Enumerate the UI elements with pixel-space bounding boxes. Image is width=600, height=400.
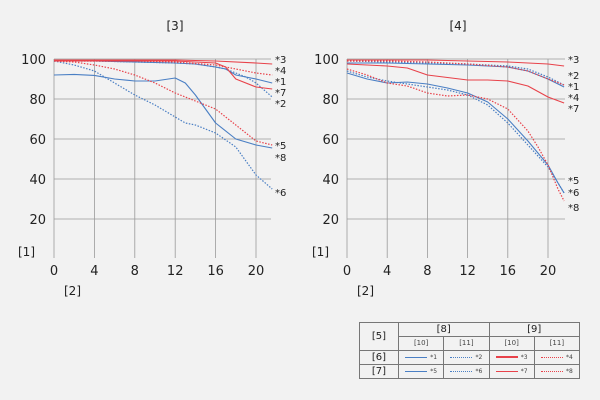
series-line-s2 (346, 60, 565, 86)
series-line-s3 (54, 59, 273, 65)
series-line-s1 (347, 62, 565, 88)
series-end-label: *2 (275, 99, 286, 110)
legend-swatch (405, 370, 428, 372)
x-tick-label: 16 (500, 264, 517, 279)
legend-cell: *4 (533, 350, 581, 365)
series-line-s7 (346, 63, 565, 104)
y-axis-label: [1] (312, 245, 329, 259)
x-tick-label: 20 (248, 264, 265, 279)
legend-row2-label: [7] (359, 364, 399, 379)
y-axis-label: [1] (18, 245, 35, 259)
series-line-s7 (54, 60, 273, 90)
x-tick-label: 8 (423, 264, 431, 279)
legend-cell-label: *8 (565, 367, 573, 375)
series-end-label: *7 (275, 88, 286, 99)
legend-cell: *2 (443, 350, 490, 365)
series-end-label: *2 (568, 71, 579, 82)
y-tick-label: 100 (314, 53, 339, 68)
legend-cell-label: *5 (430, 367, 438, 375)
legend-swatch (540, 370, 563, 372)
legend-cell-label: *1 (430, 353, 438, 361)
legend-sub-b2: [11] (533, 336, 581, 351)
series-line-s8 (53, 60, 273, 146)
legend-cell-label: *3 (520, 353, 528, 361)
series-end-label: *4 (568, 93, 579, 104)
y-tick-label: 60 (322, 133, 339, 148)
series-end-label: *5 (275, 141, 286, 152)
legend-swatch (405, 356, 428, 358)
y-tick-label: 40 (29, 173, 46, 188)
x-tick-label: 12 (167, 264, 184, 279)
legend-group-a: [8] (398, 322, 490, 337)
x-tick-label: 0 (50, 264, 58, 279)
legend-swatch (450, 356, 473, 358)
series-end-label: *6 (275, 188, 286, 199)
legend-cell: *6 (443, 364, 490, 379)
series-line-s2 (54, 60, 273, 98)
legend-cell-label: *6 (475, 367, 483, 375)
y-tick-label: 20 (29, 213, 46, 228)
x-tick-label: 12 (459, 264, 476, 279)
y-tick-label: 100 (21, 53, 46, 68)
series-end-label: *1 (275, 77, 286, 88)
y-tick-label: 60 (29, 133, 46, 148)
legend-swatch (495, 370, 518, 372)
x-axis-label: [2] (357, 284, 374, 298)
legend-table: [5] [8] [9] [10] [11] [10] [11] [6] *1 *… (359, 322, 581, 379)
legend-swatch (495, 356, 518, 358)
x-tick-label: 4 (90, 264, 98, 279)
legend-swatch (540, 356, 563, 358)
series-end-label: *7 (568, 104, 579, 115)
series-line-s3 (347, 59, 565, 67)
series-line-s8 (346, 68, 565, 202)
series-line-s6 (346, 70, 565, 194)
chart-title: [3] (167, 19, 184, 33)
y-tick-label: 80 (29, 93, 46, 108)
legend-cell: *3 (488, 350, 535, 365)
series-end-label: *8 (275, 153, 286, 164)
x-tick-label: 16 (207, 264, 224, 279)
series-line-s4 (347, 60, 565, 86)
series-end-label: *5 (568, 176, 579, 187)
series-end-label: *1 (568, 82, 579, 93)
legend-swatch (450, 370, 473, 372)
series-end-label: *4 (275, 66, 286, 77)
legend-cell: *7 (488, 364, 535, 379)
legend-sub-a2: [11] (443, 336, 490, 351)
legend-cell: *5 (397, 364, 445, 379)
series-line-s5 (346, 72, 565, 194)
series-end-label: *3 (275, 55, 286, 66)
legend-row1-label: [6] (359, 350, 399, 365)
chart-title: [4] (450, 19, 467, 33)
y-tick-label: 80 (322, 93, 339, 108)
legend-cell-label: *2 (475, 353, 483, 361)
series-line-s4 (54, 60, 273, 76)
y-tick-label: 40 (322, 173, 339, 188)
series-end-label: *6 (568, 188, 579, 199)
legend-sub-b1: [10] (488, 336, 535, 351)
x-axis-label: [2] (64, 284, 81, 298)
legend-cell: *8 (533, 364, 581, 379)
x-tick-label: 8 (131, 264, 139, 279)
x-tick-label: 4 (383, 264, 391, 279)
y-tick-label: 20 (322, 213, 339, 228)
series-end-label: *8 (568, 203, 579, 214)
legend-group-b: [9] (488, 322, 580, 337)
x-tick-label: 20 (540, 264, 557, 279)
series-line-s6 (53, 60, 273, 190)
legend-sub-a1: [10] (397, 336, 445, 351)
legend-cell: *1 (397, 350, 445, 365)
series-end-label: *3 (568, 55, 579, 66)
legend-cell-label: *4 (565, 353, 573, 361)
legend-cell-label: *7 (520, 367, 528, 375)
series-line-s5 (53, 73, 273, 149)
legend-corner: [5] (359, 322, 399, 351)
x-tick-label: 0 (343, 264, 351, 279)
